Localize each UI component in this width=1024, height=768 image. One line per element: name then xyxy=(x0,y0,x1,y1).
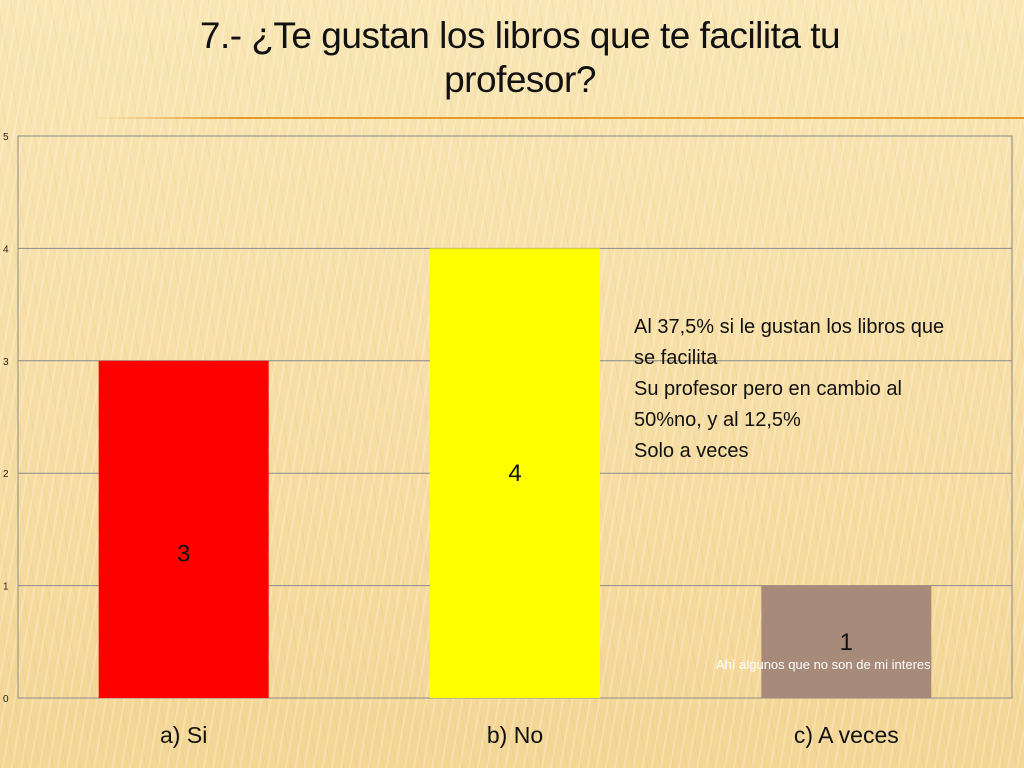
annotation-line: 50%no, y al 12,5% xyxy=(634,409,801,431)
y-tick-label: 3 xyxy=(3,357,9,368)
title-line-2: profesor? xyxy=(444,59,596,100)
bar-data-label: 1 xyxy=(840,629,853,656)
y-tick-label: 4 xyxy=(3,244,9,255)
annotation-line: Al 37,5% si le gustan los libros que xyxy=(634,316,945,338)
y-tick-label: 2 xyxy=(3,469,9,480)
annotation-small-text: Ahí algunos que no son de mi interes xyxy=(716,657,931,672)
annotation-line: Solo a veces xyxy=(634,440,749,462)
y-tick-label: 0 xyxy=(3,694,9,705)
y-tick-label: 1 xyxy=(3,582,9,593)
title-divider xyxy=(95,117,1024,119)
bar-data-label: 4 xyxy=(508,460,521,487)
x-category-label: b) No xyxy=(487,722,543,748)
annotation-line: se facilita xyxy=(634,347,718,369)
slide-title: 7.- ¿Te gustan los libros que te facilit… xyxy=(60,14,980,102)
x-category-label: a) Si xyxy=(160,722,207,748)
annotation-text: Al 37,5% si le gustan los libros que se … xyxy=(634,312,1014,467)
bar xyxy=(761,585,932,698)
bar-data-label: 3 xyxy=(177,540,190,567)
bar xyxy=(98,360,269,698)
y-tick-label: 5 xyxy=(3,132,9,143)
x-category-label: c) A veces xyxy=(794,722,899,748)
title-line-1: 7.- ¿Te gustan los libros que te facilit… xyxy=(199,15,841,56)
annotation-line: Su profesor pero en cambio al xyxy=(634,378,902,400)
bar xyxy=(430,248,600,698)
